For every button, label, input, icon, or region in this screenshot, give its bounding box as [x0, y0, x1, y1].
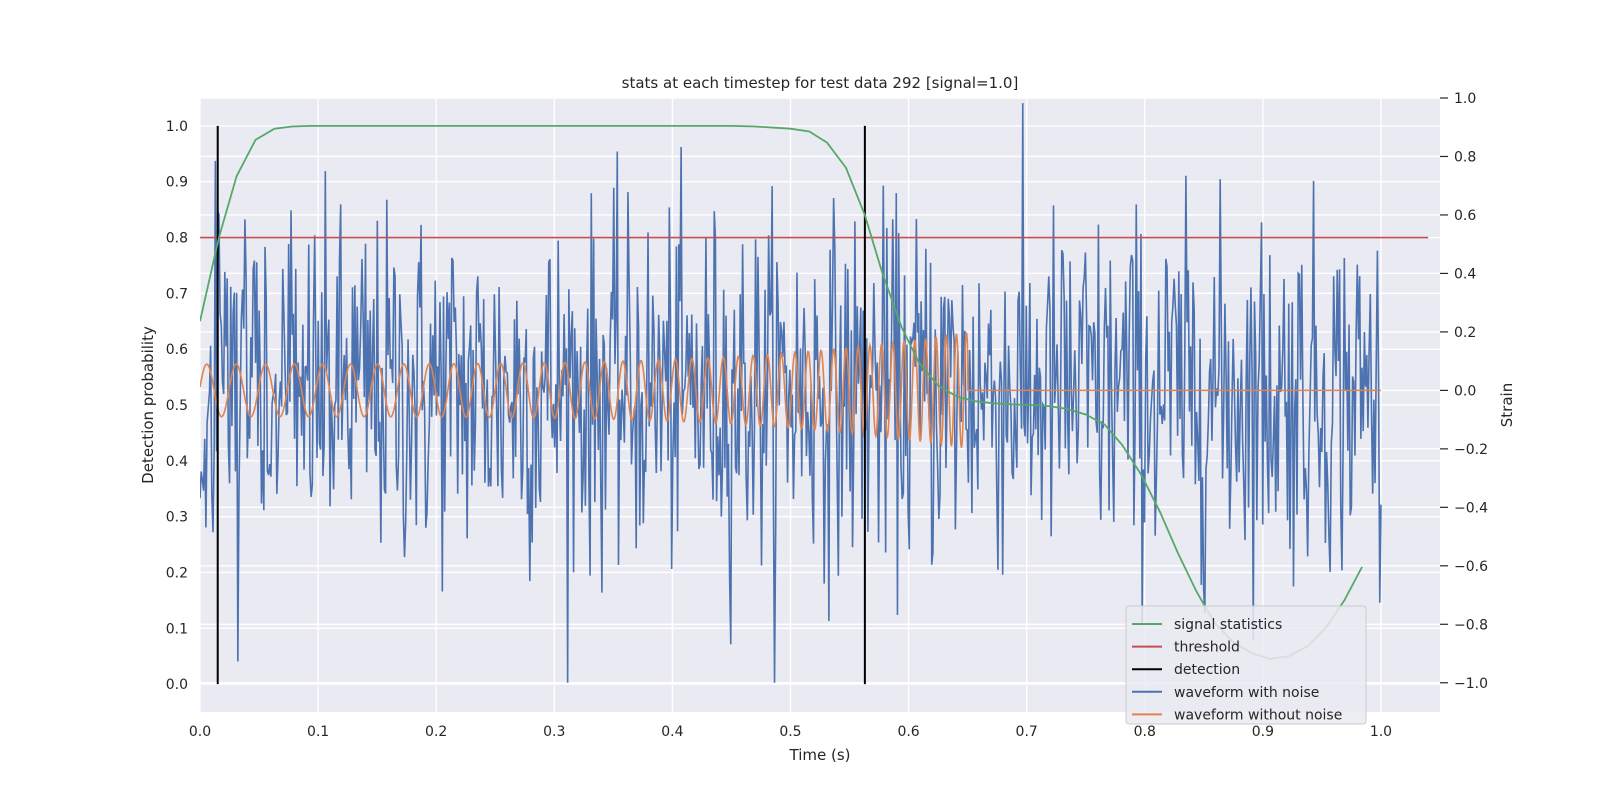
x-tick-label: 0.7	[1016, 724, 1038, 740]
x-tick-label: 0.3	[543, 724, 565, 740]
series-waveform-without-noise	[200, 332, 1381, 448]
y-tick-label: 0.6	[166, 342, 188, 358]
y-tick-label: 0.9	[166, 175, 188, 191]
y2-tick-label: 0.2	[1454, 325, 1476, 341]
y2-axis-label: Strain	[1498, 383, 1516, 427]
y-tick-label: 0.3	[166, 510, 188, 526]
legend-box	[1125, 605, 1367, 725]
y-tick-label: 0.2	[166, 565, 188, 581]
y2-tick-label: −0.4	[1454, 500, 1488, 516]
chart-title: stats at each timestep for test data 292…	[622, 74, 1019, 92]
x-tick-label: 0.5	[779, 724, 801, 740]
y-tick-label: 0.1	[166, 621, 188, 637]
y-axis-label: Detection probability	[139, 326, 157, 484]
legend-label: waveform without noise	[1174, 707, 1342, 723]
y-tick-label: 0.4	[166, 454, 188, 470]
x-tick-label: 0.9	[1252, 724, 1274, 740]
y-tick-label: 0.8	[166, 231, 188, 247]
y2-tick-label: 0.4	[1454, 266, 1476, 282]
y-tick-label: 0.0	[166, 677, 188, 693]
y2-tick-label: 0.0	[1454, 383, 1476, 399]
plot-series	[200, 103, 1429, 685]
y2-tick-label: −1.0	[1454, 676, 1488, 692]
x-axis-ticks: 0.0 0.1 0.2 0.3 0.4 0.5 0.6 0.7 0.8 0.9 1.0	[189, 724, 1392, 740]
x-tick-label: 0.4	[661, 724, 683, 740]
y2-tick-label: 0.8	[1454, 149, 1476, 165]
legend: signal statistics threshold detection wavef…	[1125, 605, 1367, 725]
legend-label: threshold	[1174, 640, 1240, 656]
y-tick-label: 1.0	[166, 119, 188, 135]
y2-tick-label: −0.6	[1454, 559, 1488, 575]
legend-label: waveform with noise	[1174, 685, 1319, 701]
y2-tick-label: 0.6	[1454, 208, 1476, 224]
x-axis-label: Time (s)	[789, 746, 851, 764]
y2-tick-label: 1.0	[1454, 91, 1476, 107]
x-tick-label: 0.2	[425, 724, 447, 740]
legend-label: detection	[1174, 662, 1240, 678]
y2-axis-ticks: −1.0 −0.8 −0.6 −0.4 −0.2 0.0 0.2 0.4 0.6 0.8 1.0	[1440, 91, 1488, 692]
y-tick-label: 0.7	[166, 286, 188, 302]
x-tick-label: 1.0	[1370, 724, 1392, 740]
x-tick-label: 0.6	[897, 724, 919, 740]
y2-tick-label: −0.2	[1454, 442, 1488, 458]
legend-label: signal statistics	[1174, 617, 1282, 633]
x-tick-label: 0.8	[1134, 724, 1156, 740]
y-axis-ticks: 0.0 0.1 0.2 0.3 0.4 0.5 0.6 0.7 0.8 0.9 1.0	[166, 119, 188, 693]
x-tick-label: 0.1	[307, 724, 329, 740]
y2-tick-label: −0.8	[1454, 617, 1488, 633]
x-tick-label: 0.0	[189, 724, 211, 740]
y-tick-label: 0.5	[166, 398, 188, 414]
